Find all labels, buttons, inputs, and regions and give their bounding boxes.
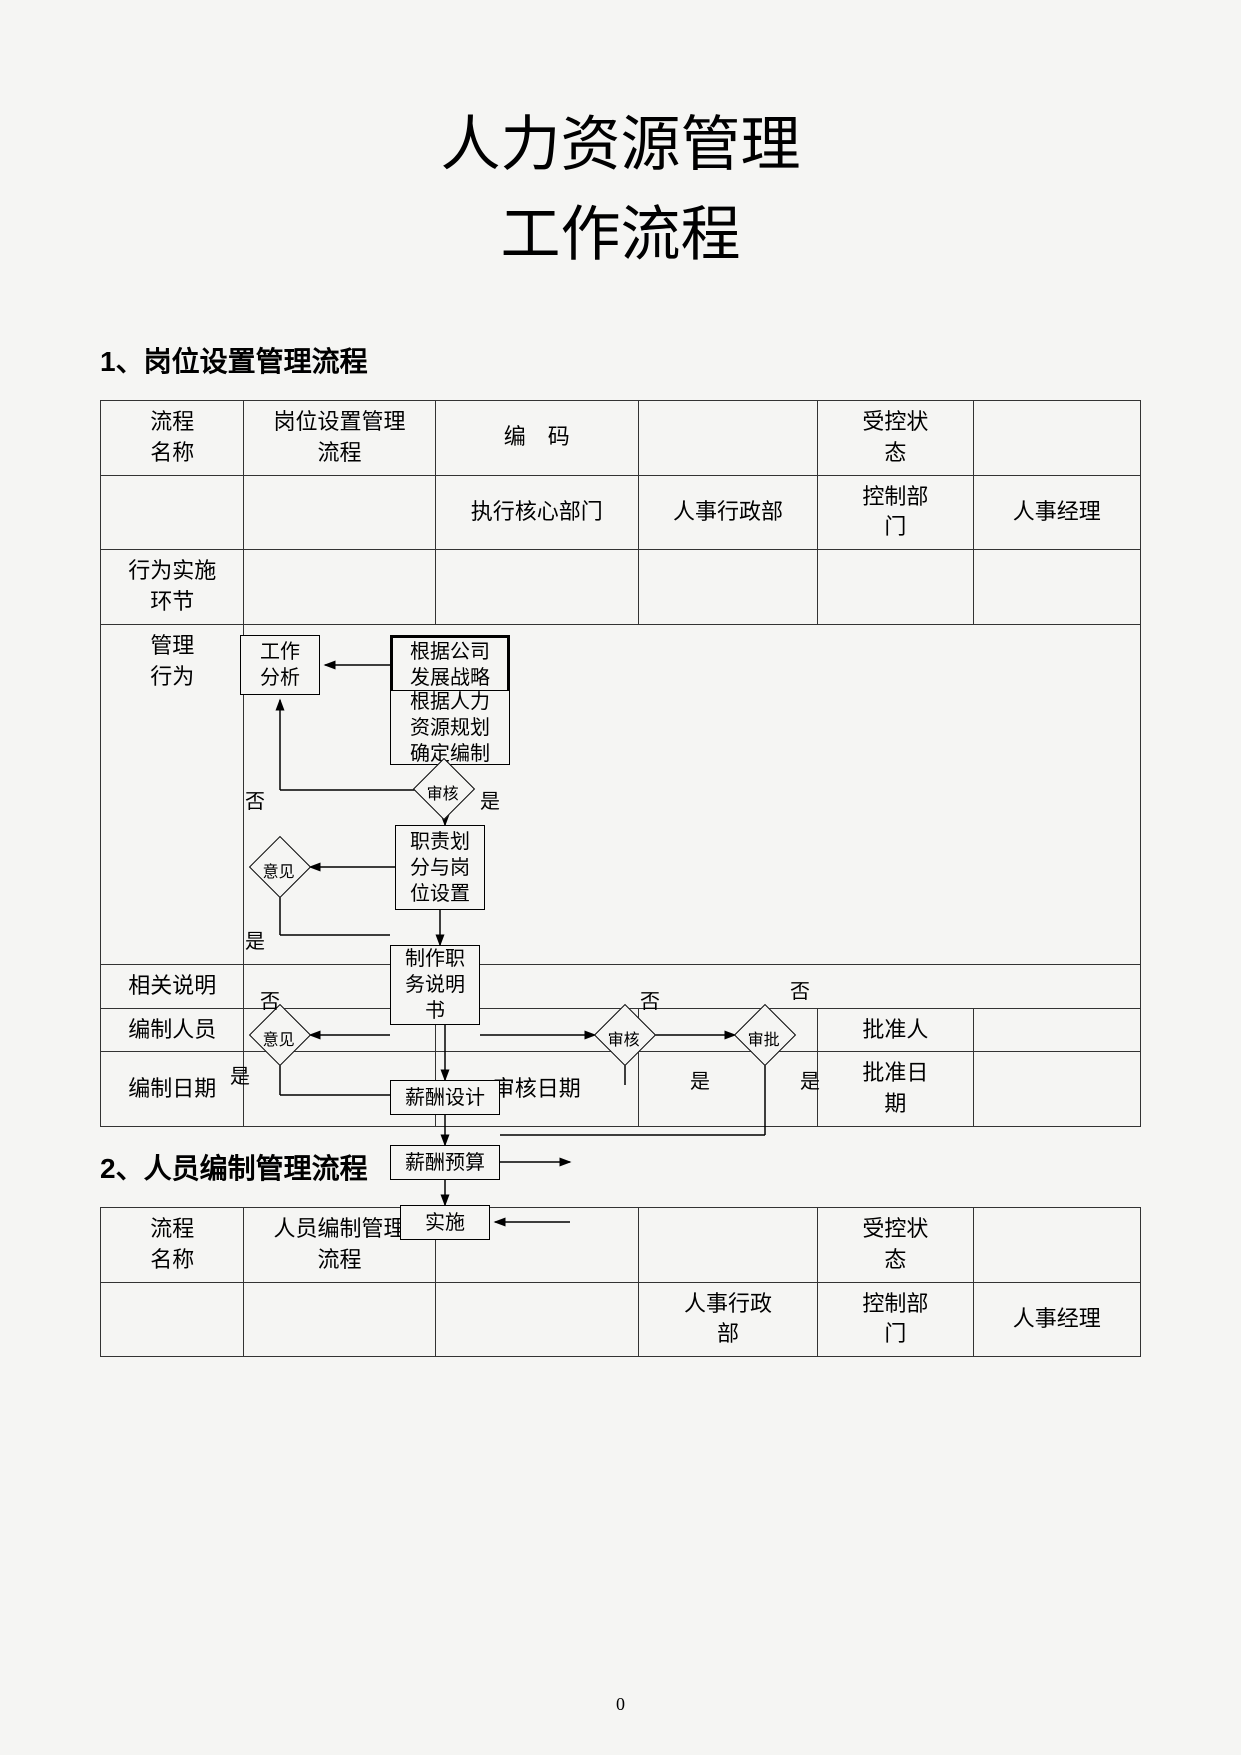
- cell: 受控状 态: [818, 1207, 973, 1282]
- cell: [638, 1008, 817, 1052]
- table-1: 流程 名称 岗位设置管理 流程 编 码 受控状 态 执行核心部门 人事行政部 控…: [100, 400, 1141, 1127]
- cell: [973, 1052, 1140, 1127]
- section-1-heading: 1、岗位设置管理流程: [100, 340, 1141, 380]
- cell: 人事行政 部: [638, 1282, 817, 1357]
- cell: [973, 401, 1140, 476]
- cell: 批准人: [818, 1008, 973, 1052]
- title-line-2: 工作流程: [100, 190, 1141, 280]
- cell: [638, 401, 817, 476]
- cell: 执行核心部门: [435, 475, 638, 550]
- cell: [973, 1008, 1140, 1052]
- cell: [818, 550, 973, 625]
- cell: [638, 1052, 817, 1127]
- page-number: 0: [0, 1694, 1241, 1715]
- table-row: 编制日期 审核日期 批准日 期: [101, 1052, 1141, 1127]
- table-row: 行为实施 环节: [101, 550, 1141, 625]
- cell: [973, 1207, 1140, 1282]
- cell: [244, 1282, 435, 1357]
- cell: 编制日期: [101, 1052, 244, 1127]
- table-row: 管理 行为: [101, 624, 1141, 964]
- cell: [435, 1282, 638, 1357]
- cell: 岗位设置管理 流程: [244, 401, 435, 476]
- cell: 受控状 态: [818, 401, 973, 476]
- cell: [244, 1052, 435, 1127]
- cell: [101, 475, 244, 550]
- cell: 人事经理: [973, 1282, 1140, 1357]
- title-line-1: 人力资源管理: [100, 100, 1141, 190]
- table-row: 人事行政 部 控制部 门 人事经理: [101, 1282, 1141, 1357]
- section-2-text: 、人员编制管理流程: [116, 1154, 368, 1185]
- section-2-heading: 2、人员编制管理流程: [100, 1147, 1141, 1187]
- cell: 流程 名称: [101, 401, 244, 476]
- cell: [435, 550, 638, 625]
- cell: 编 码: [435, 401, 638, 476]
- section-1-text: 、岗位设置管理流程: [116, 347, 368, 378]
- cell: [638, 550, 817, 625]
- table-row: 流程 名称 人员编制管理 流程 受控状 态: [101, 1207, 1141, 1282]
- cell: 管理 行为: [101, 624, 244, 964]
- cell: 流程 名称: [101, 1207, 244, 1282]
- cell: [244, 475, 435, 550]
- page-title: 人力资源管理 工作流程: [100, 100, 1141, 280]
- cell: 人事经理: [973, 475, 1140, 550]
- cell: [973, 550, 1140, 625]
- section-1-num: 1: [100, 346, 116, 377]
- cell: 人事行政部: [638, 475, 817, 550]
- cell: 控制部 门: [818, 475, 973, 550]
- cell: [101, 1282, 244, 1357]
- cell: 审核日期: [435, 1052, 638, 1127]
- table-2: 流程 名称 人员编制管理 流程 受控状 态 人事行政 部 控制部 门 人事经理: [100, 1207, 1141, 1357]
- cell: 控制部 门: [818, 1282, 973, 1357]
- cell: 人员编制管理 流程: [244, 1207, 435, 1282]
- table-row: 执行核心部门 人事行政部 控制部 门 人事经理: [101, 475, 1141, 550]
- cell: [435, 1008, 638, 1052]
- cell: [244, 964, 1141, 1008]
- cell: [638, 1207, 817, 1282]
- cell: 编制人员: [101, 1008, 244, 1052]
- section-2-num: 2: [100, 1153, 116, 1184]
- cell: [244, 550, 435, 625]
- cell: [435, 1207, 638, 1282]
- table-row: 流程 名称 岗位设置管理 流程 编 码 受控状 态: [101, 401, 1141, 476]
- cell: [244, 1008, 435, 1052]
- cell: 行为实施 环节: [101, 550, 244, 625]
- table-row: 编制人员 批准人: [101, 1008, 1141, 1052]
- cell: 批准日 期: [818, 1052, 973, 1127]
- cell-flowchart-area: [244, 624, 1141, 964]
- cell: 相关说明: [101, 964, 244, 1008]
- table-row: 相关说明: [101, 964, 1141, 1008]
